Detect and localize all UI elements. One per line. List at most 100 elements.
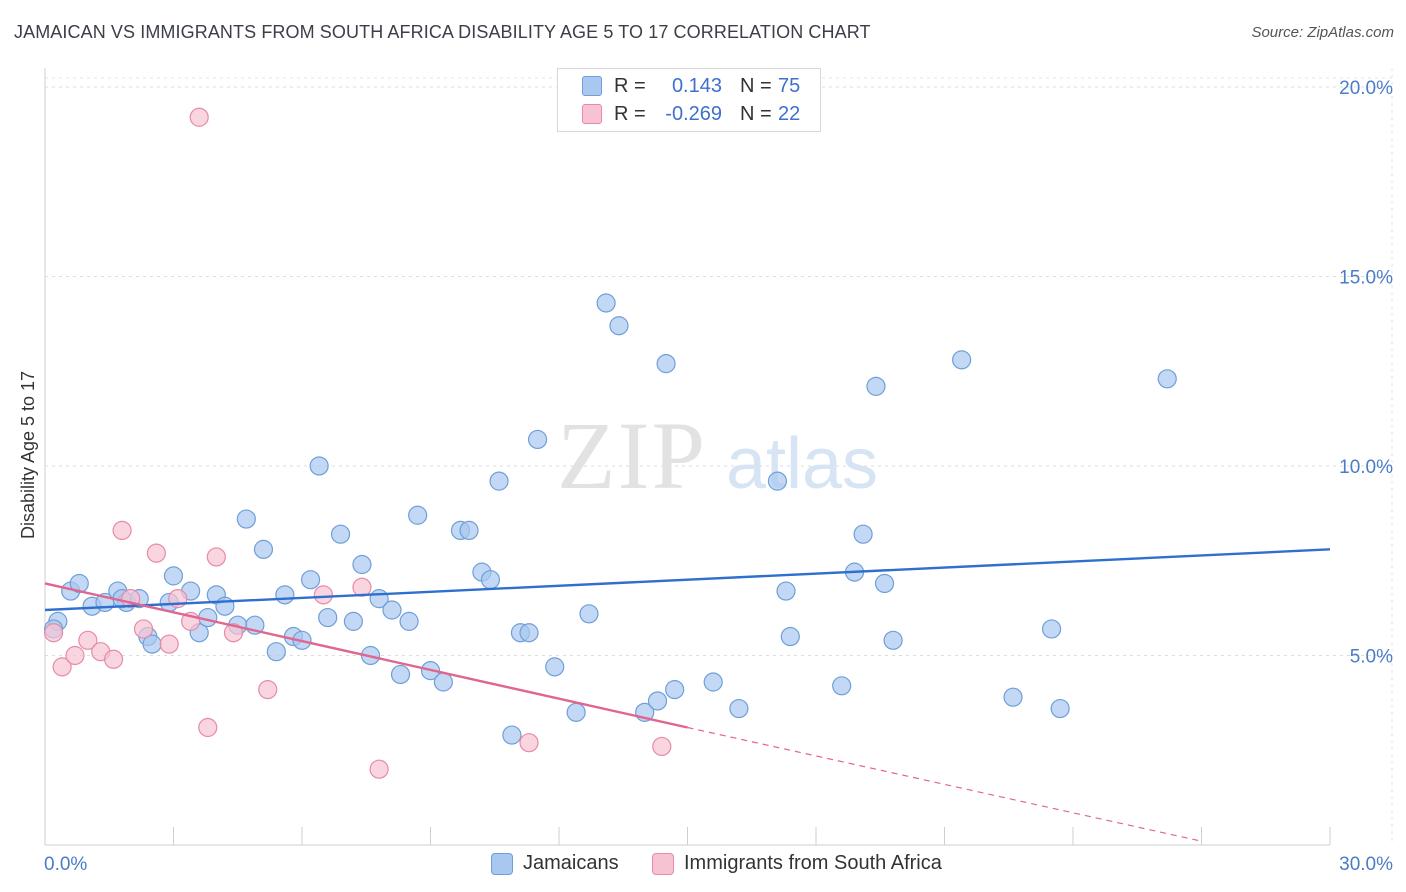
jamaicans-point xyxy=(1003,687,1023,707)
south-africa-point xyxy=(258,679,278,700)
grid-lines xyxy=(45,68,1393,845)
south-africa-point xyxy=(198,717,218,738)
jamaicans-point xyxy=(609,316,629,336)
watermark-atlas: atlas xyxy=(726,424,878,504)
legend-label-south-africa: Immigrants from South Africa xyxy=(684,852,942,874)
south-africa-point xyxy=(189,107,209,127)
legend-n-label: N = xyxy=(740,74,772,97)
jamaicans-point xyxy=(832,676,852,696)
jamaicans-point xyxy=(776,581,796,601)
south-africa-point xyxy=(146,543,166,563)
jamaicans-point xyxy=(866,376,886,396)
jamaicans-point xyxy=(519,623,539,643)
legend-row-jamaicans: R = 0.143 N = 75 xyxy=(558,73,800,99)
legend-swatch-jamaicans xyxy=(582,76,602,96)
jamaicans-point xyxy=(300,570,321,590)
south-africa-point xyxy=(133,619,154,639)
jamaicans-point xyxy=(343,611,363,631)
jamaicans-point xyxy=(647,691,668,711)
jamaicans-point xyxy=(459,520,479,541)
source-note: Source: ZipAtlas.com xyxy=(1251,24,1394,41)
jamaicans-point xyxy=(883,630,903,650)
jamaicans-point xyxy=(433,672,453,692)
jamaicans-point xyxy=(330,524,351,544)
axes xyxy=(44,68,1331,846)
south-africa-point xyxy=(78,630,98,650)
legend-n-value: 75 xyxy=(778,74,801,97)
jamaicans-point xyxy=(253,539,274,559)
jamaicans-point xyxy=(266,642,286,662)
jamaicans-point xyxy=(767,471,788,491)
jamaicans-point xyxy=(527,429,548,450)
legend-swatch-south-africa xyxy=(652,852,674,875)
y-tick-label: 5.0% xyxy=(1350,646,1393,667)
jamaicans-point xyxy=(309,456,329,476)
y-tick-label: 10.0% xyxy=(1339,457,1393,478)
legend-swatch-jamaicans xyxy=(491,852,513,875)
jamaicans-point xyxy=(408,505,428,525)
jamaicans-point xyxy=(480,570,501,590)
y-axis-label: Disability Age 5 to 17 xyxy=(18,371,38,539)
jamaicans-point xyxy=(853,524,873,544)
x-tick-label: 0.0% xyxy=(44,854,87,875)
jamaicans-point xyxy=(545,657,565,677)
legend-r-value: 0.143 xyxy=(671,74,722,97)
jamaicans-point xyxy=(382,600,402,620)
jamaicans-point xyxy=(1050,698,1070,719)
south-africa-point xyxy=(52,657,72,677)
jamaicans-point xyxy=(566,702,586,722)
legend-swatch-south-africa xyxy=(582,104,602,124)
jamaicans-point xyxy=(656,354,676,374)
jamaicans-point xyxy=(874,573,895,594)
south-africa-point xyxy=(519,733,539,753)
legend-r-value: -0.269 xyxy=(665,102,722,125)
jamaicans-point xyxy=(318,607,338,628)
jamaicans-point xyxy=(275,585,295,605)
watermark: ZIP atlas xyxy=(557,402,878,509)
south-africa-point xyxy=(103,649,124,669)
tick-labels: 5.0% 10.0% 15.0% 20.0% 0.0% 30.0% xyxy=(44,78,1393,875)
south-africa-trend-line xyxy=(44,582,688,729)
trend-lines xyxy=(44,548,1331,842)
legend-item-south-africa[interactable]: Immigrants from South Africa xyxy=(652,852,942,875)
south-africa-point xyxy=(206,547,226,567)
legend-label-jamaicans: Jamaicans xyxy=(523,852,619,874)
jamaicans-point xyxy=(596,293,616,313)
south-africa-point xyxy=(43,623,64,643)
y-tick-label: 15.0% xyxy=(1339,267,1393,288)
south-africa-point xyxy=(369,759,389,779)
jamaicans-point xyxy=(502,725,522,745)
chart-title: JAMAICAN VS IMMIGRANTS FROM SOUTH AFRICA… xyxy=(14,22,871,42)
jamaicans-trend-line xyxy=(44,548,1331,612)
x-tick-label: 30.0% xyxy=(1339,854,1393,875)
legend-r-label: R = xyxy=(614,74,646,97)
south-africa-point xyxy=(352,577,372,597)
jamaicans-point xyxy=(729,698,749,719)
jamaicans-point xyxy=(69,573,89,594)
legend-r-label: R = xyxy=(614,102,646,125)
legend-n-label: N = xyxy=(740,102,772,125)
legend-n-value: 22 xyxy=(778,102,801,125)
stats-legend: R = 0.143 N = 75 R = -0.269 N = 22 xyxy=(557,68,821,132)
jamaicans-point xyxy=(780,626,800,647)
south-africa-point xyxy=(223,623,244,643)
jamaicans-point xyxy=(236,509,256,529)
jamaicans-point xyxy=(215,596,235,616)
y-tick-label: 20.0% xyxy=(1339,78,1393,99)
jamaicans-point xyxy=(163,566,184,586)
jamaicans-point xyxy=(1157,369,1177,389)
south-africa-point xyxy=(652,736,672,757)
jamaicans-point xyxy=(703,672,723,692)
jamaicans-point xyxy=(352,554,372,575)
series-legend: Jamaicans Immigrants from South Africa xyxy=(0,852,1406,878)
south-africa-trend-extension xyxy=(687,726,1202,842)
jamaicans-point xyxy=(952,350,972,370)
jamaicans-point xyxy=(489,471,509,491)
south-africa-point xyxy=(313,585,334,605)
jamaicans-point xyxy=(1041,619,1062,639)
jamaicans-point xyxy=(579,604,599,624)
jamaicans-point xyxy=(390,664,411,685)
watermark-zip: ZIP xyxy=(557,402,707,509)
legend-item-jamaicans[interactable]: Jamaicans xyxy=(491,852,619,875)
